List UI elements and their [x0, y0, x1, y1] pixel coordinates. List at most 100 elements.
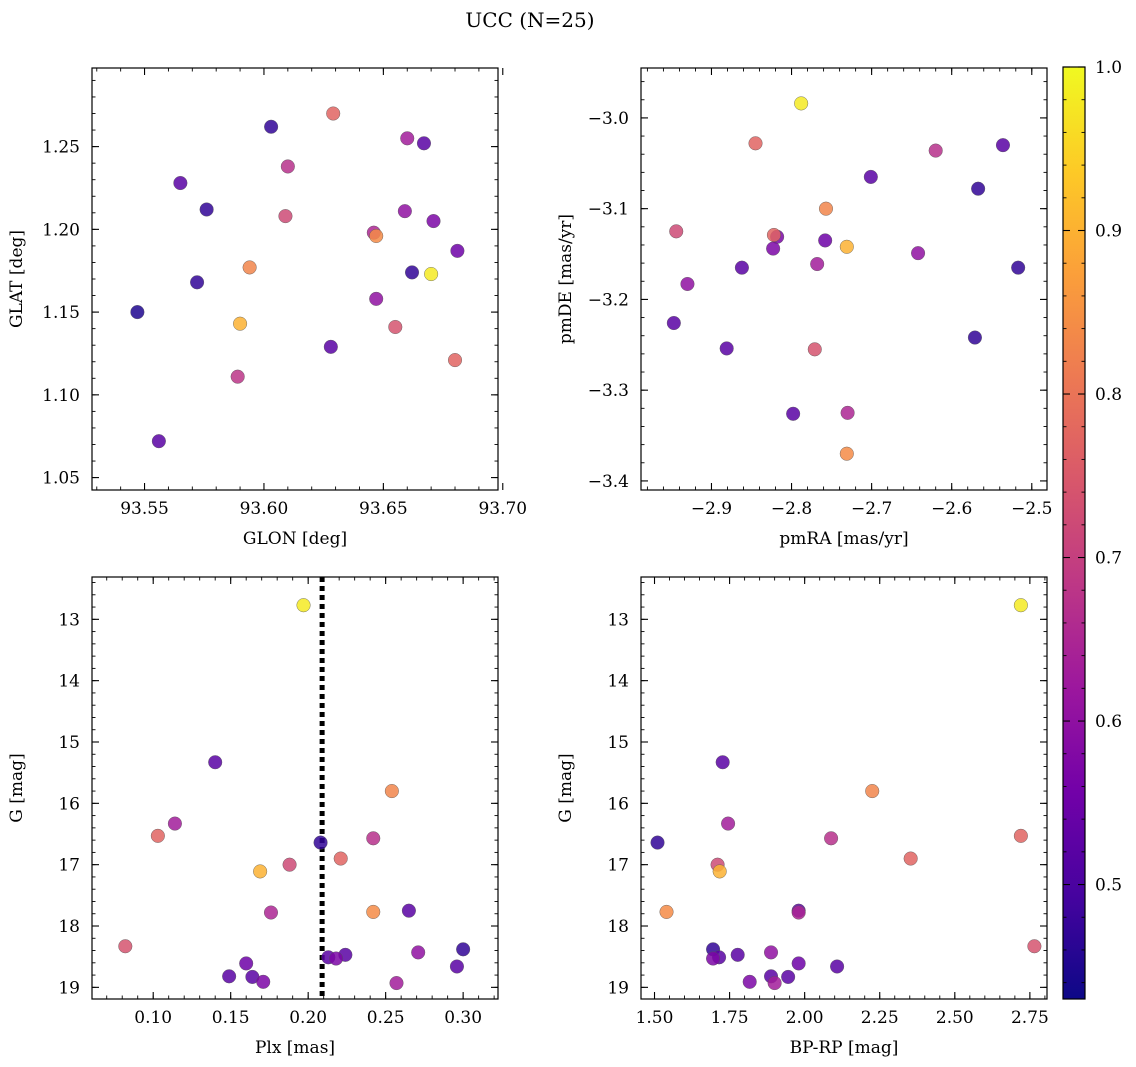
colorbar-tick-label: 1.0	[1095, 58, 1122, 78]
y-tick-label: 16	[607, 794, 629, 814]
y-tick-label: 17	[607, 856, 629, 876]
x-tick-label: −2.5	[1011, 499, 1052, 519]
data-point	[824, 831, 839, 846]
colorbar-tick-label: 0.9	[1095, 222, 1122, 242]
y-tick-label: 1.05	[42, 469, 80, 489]
data-point	[416, 136, 431, 151]
y-tick-label: 13	[607, 610, 629, 630]
data-point	[150, 828, 165, 843]
data-point	[818, 233, 833, 248]
data-point	[928, 143, 943, 158]
data-point	[807, 342, 822, 357]
x-tick-label: 2.50	[936, 1008, 974, 1028]
y-tick-label: −3.4	[588, 472, 629, 492]
x-tick-label: 0.10	[134, 1008, 172, 1028]
data-point	[706, 951, 721, 966]
panel-sky: 93.55 93.60 93.65 93.70 1.05 1.10 1.15 1.20 1.25…	[7, 67, 527, 549]
data-point	[786, 406, 801, 421]
colorbar-tick-label: 0.8	[1095, 385, 1122, 405]
axes-frame	[91, 576, 499, 1000]
data-point	[766, 227, 781, 242]
y-tick-label: 15	[607, 733, 629, 753]
data-point	[369, 291, 384, 306]
y-tick-label: 1.10	[42, 386, 80, 406]
data-point	[666, 316, 681, 331]
data-point	[296, 598, 311, 613]
x-tick-label: 0.25	[367, 1008, 405, 1028]
x-tick-label: 93.55	[120, 499, 169, 519]
data-point	[222, 969, 237, 984]
data-point	[208, 755, 223, 770]
colorbar-tick-label: 0.6	[1095, 712, 1122, 732]
data-point	[230, 369, 245, 384]
y-tick-label: 15	[58, 733, 80, 753]
data-point	[313, 835, 328, 850]
data-point	[449, 959, 464, 974]
y-tick-label: 19	[58, 978, 80, 998]
data-point	[830, 959, 845, 974]
data-point	[766, 241, 781, 256]
data-point	[748, 136, 763, 151]
data-point	[1013, 828, 1028, 843]
x-tick-label: −2.8	[771, 499, 812, 519]
data-point	[840, 405, 855, 420]
y-tick-label: −3.3	[588, 381, 629, 401]
axes-frame	[640, 67, 1048, 491]
data-point	[911, 246, 926, 261]
data-point	[239, 956, 254, 971]
data-point	[323, 339, 338, 354]
axes-frame	[91, 67, 499, 491]
data-point	[719, 341, 734, 356]
data-point	[167, 816, 182, 831]
data-point	[659, 904, 674, 919]
x-tick-label: 1.50	[636, 1008, 674, 1028]
data-point	[721, 816, 736, 831]
data-point	[734, 260, 749, 275]
data-point	[366, 831, 381, 846]
data-point	[839, 239, 854, 254]
data-point	[1027, 939, 1042, 954]
y-tick-label: 14	[607, 672, 629, 692]
data-point	[389, 976, 404, 991]
data-point	[764, 945, 779, 960]
data-point	[715, 755, 730, 770]
y-tick-label: 1.20	[42, 220, 80, 240]
y-tick-label: 16	[58, 794, 80, 814]
data-point	[794, 96, 809, 111]
data-point	[1011, 260, 1026, 275]
data-point	[680, 276, 695, 291]
data-point	[865, 784, 880, 799]
x-tick-label: 93.65	[359, 499, 408, 519]
data-point	[369, 228, 384, 243]
colorbar-tick-label: 0.5	[1095, 876, 1122, 896]
data-point	[818, 201, 833, 216]
y-tick-label: 18	[58, 917, 80, 937]
y-tick-label: 17	[58, 856, 80, 876]
y-tick-label: −3.1	[588, 200, 629, 220]
data-point	[401, 903, 416, 918]
data-point	[280, 159, 295, 174]
x-axis-label: Plx [mas]	[255, 1038, 335, 1058]
colorbar: 0.5 0.6 0.7 0.8 0.9 1.0	[1062, 58, 1122, 1000]
data-point	[426, 214, 441, 229]
y-tick-label: 14	[58, 672, 80, 692]
data-point	[971, 181, 986, 196]
data-point	[767, 976, 782, 991]
data-point	[405, 265, 420, 280]
y-tick-label: 13	[58, 610, 80, 630]
data-point	[863, 169, 878, 184]
x-tick-label: 2.25	[861, 1008, 899, 1028]
panel-plx: 0.10 0.15 0.20 0.25 0.30 13 14 15 16 17 18 19 Plx [m…	[7, 576, 499, 1058]
data-point	[199, 202, 214, 217]
data-point	[151, 434, 166, 449]
data-point	[282, 857, 297, 872]
y-tick-label: 1.25	[42, 138, 80, 158]
data-point	[130, 305, 145, 320]
data-point	[190, 275, 205, 290]
data-point	[400, 131, 415, 146]
data-point	[388, 319, 403, 334]
y-axis-label: pmDE [mas/yr]	[556, 214, 576, 344]
data-point	[650, 835, 665, 850]
panel-pm: −2.9 −2.8 −2.7 −2.6 −2.5 −3.0 −3.1 −3.2 −3.3 −3.4…	[556, 67, 1052, 549]
